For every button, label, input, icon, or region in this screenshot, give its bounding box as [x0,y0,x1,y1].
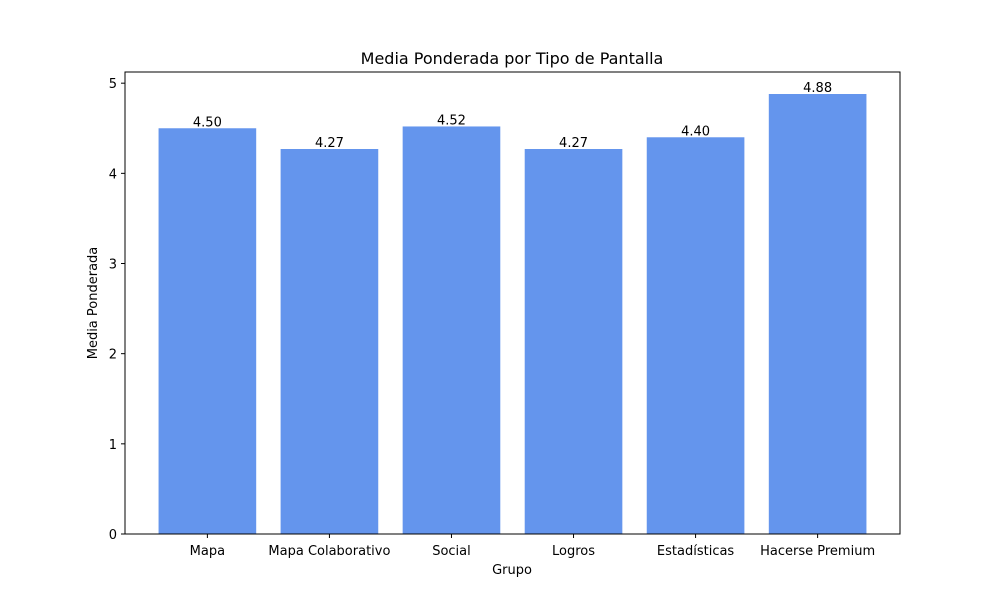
y-axis-label: Media Ponderada [86,247,101,360]
y-axis-ticks: 0 1 2 3 4 5 [109,77,125,543]
bar-0 [158,128,257,534]
bars-layer [158,94,867,534]
y-tick-label-1: 1 [109,438,117,453]
bar-4 [646,137,745,534]
y-tick-label-0: 0 [109,528,117,543]
data-label-2: 4.52 [437,113,466,128]
data-label-0: 4.50 [193,115,222,130]
chart-title: Media Ponderada por Tipo de Pantalla [361,49,664,68]
x-tick-label-4: Estadísticas [657,544,735,559]
bar-3 [524,149,623,534]
x-tick-label-3: Logros [552,544,595,559]
data-label-3: 4.27 [559,136,588,151]
data-label-1: 4.27 [315,136,344,151]
x-tick-label-0: Mapa [190,544,225,559]
bar-5 [768,94,867,534]
y-tick-label-4: 4 [109,167,117,182]
y-tick-label-2: 2 [109,348,117,363]
bar-2 [402,126,501,534]
bar-1 [280,149,379,534]
x-tick-label-1: Mapa Colaborativo [268,544,390,559]
x-axis-ticks: Mapa Mapa Colaborativo Social Logros Estadís… [190,534,875,559]
x-axis-label: Grupo [492,563,532,578]
x-tick-label-2: Social [432,544,471,559]
y-tick-label-5: 5 [109,77,117,92]
data-label-5: 4.88 [803,81,832,96]
plot-frame [124,71,901,535]
y-tick-label-3: 3 [109,258,117,273]
data-labels-layer: 4.50 4.27 4.52 4.27 4.40 4.88 [193,81,832,151]
data-label-4: 4.40 [681,124,710,139]
x-tick-label-5: Hacerse Premium [760,544,875,559]
